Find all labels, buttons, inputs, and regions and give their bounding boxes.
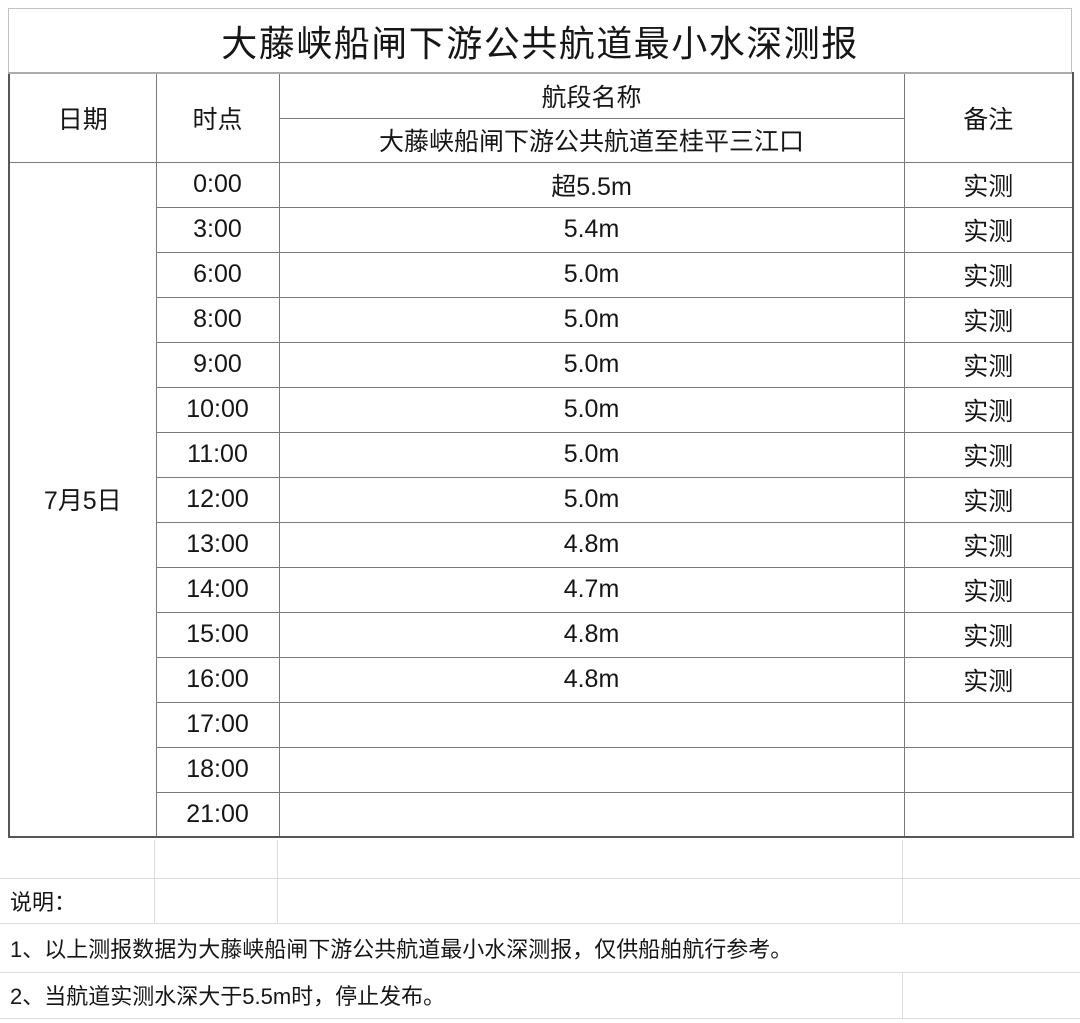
- depth-cell: 5.0m: [278, 251, 905, 298]
- table-row: 13:00 4.8m 实测: [9, 521, 1074, 568]
- depth-cell: 5.0m: [278, 476, 905, 523]
- depth-report-table: 日期 时点 航段名称 备注 大藤峡船闸下游公共航道至桂平三江口 7月5日 0:0…: [8, 72, 1074, 838]
- note-item-1: 1、以上测报数据为大藤峡船闸下游公共航道最小水深测报，仅供船舶航行参考。: [10, 936, 793, 962]
- remark-cell: 实测: [903, 161, 1074, 208]
- time-cell: 18:00: [155, 746, 280, 793]
- time-cell: 6:00: [155, 251, 280, 298]
- depth-cell: 4.8m: [278, 611, 905, 658]
- notes-label: 说明：: [10, 889, 77, 915]
- remark-cell: 实测: [903, 206, 1074, 253]
- segment-route-header: 大藤峡船闸下游公共航道至桂平三江口: [278, 117, 905, 163]
- remark-cell: 实测: [903, 566, 1074, 613]
- depth-cell: 超5.5m: [278, 161, 905, 208]
- column-header-remark: 备注: [903, 72, 1074, 163]
- depth-cell: 5.0m: [278, 296, 905, 343]
- remark-cell: 实测: [903, 611, 1074, 658]
- depth-cell: 4.7m: [278, 566, 905, 613]
- remark-cell: 实测: [903, 521, 1074, 568]
- gridline-horizontal: [0, 923, 1080, 924]
- depth-cell: 4.8m: [278, 521, 905, 568]
- gridline-horizontal: [0, 1018, 1080, 1019]
- gridline-horizontal: [0, 878, 1080, 879]
- time-cell: 13:00: [155, 521, 280, 568]
- gridline-horizontal: [0, 972, 1080, 973]
- depth-cell: 5.4m: [278, 206, 905, 253]
- time-cell: 17:00: [155, 701, 280, 748]
- table-row: 7月5日 0:00 超5.5m 实测: [8, 161, 1074, 838]
- time-cell: 16:00: [155, 656, 280, 703]
- time-cell: 11:00: [155, 431, 280, 478]
- time-cell: 21:00: [155, 791, 280, 838]
- header-row-1: 日期 时点 航段名称 备注: [8, 72, 1074, 163]
- table-row: 10:00 5.0m 实测: [9, 386, 1074, 433]
- remark-cell: 实测: [903, 476, 1074, 523]
- gridline-vertical: [902, 840, 903, 923]
- table-row: 18:00: [9, 746, 1074, 793]
- table-row: 6:00 5.0m 实测: [9, 251, 1074, 298]
- gridline-vertical: [902, 972, 903, 1018]
- time-cell: 8:00: [155, 296, 280, 343]
- time-cell: 12:00: [155, 476, 280, 523]
- depth-cell: 5.0m: [278, 341, 905, 388]
- table-body: 7月5日 0:00 超5.5m 实测 3:00 5.4m 实测 6:00 5.0…: [8, 161, 1074, 838]
- table-row: 21:00: [9, 791, 1074, 838]
- table-row: 3:00 5.4m 实测: [9, 206, 1074, 253]
- remark-cell: [903, 791, 1074, 838]
- table-row: 12:00 5.0m 实测: [9, 476, 1074, 523]
- report-title: 大藤峡船闸下游公共航道最小水深测报: [8, 8, 1072, 72]
- depth-cell: 5.0m: [278, 431, 905, 478]
- depth-cell: 5.0m: [278, 386, 905, 433]
- remark-cell: [903, 746, 1074, 793]
- table-row: 17:00: [9, 701, 1074, 748]
- table-row: 8:00 5.0m 实测: [9, 296, 1074, 343]
- table-row: 9:00 5.0m 实测: [9, 341, 1074, 388]
- time-cell: 9:00: [155, 341, 280, 388]
- column-header-date: 日期: [8, 72, 157, 163]
- remark-cell: 实测: [903, 386, 1074, 433]
- gridline-vertical: [154, 840, 155, 923]
- date-cell: 7月5日: [8, 161, 157, 838]
- time-cell: 15:00: [155, 611, 280, 658]
- depth-cell: [278, 701, 905, 748]
- column-header-time: 时点: [155, 72, 280, 163]
- table-row: 14:00 4.7m 实测: [9, 566, 1074, 613]
- time-cell: 10:00: [155, 386, 280, 433]
- depth-cell: 4.8m: [278, 656, 905, 703]
- remark-cell: 实测: [903, 296, 1074, 343]
- footer-notes-area: 说明： 1、以上测报数据为大藤峡船闸下游公共航道最小水深测报，仅供船舶航行参考。…: [0, 840, 1080, 1023]
- remark-cell: 实测: [903, 341, 1074, 388]
- depth-cell: [278, 746, 905, 793]
- time-cell: 0:00: [155, 161, 280, 208]
- remark-cell: 实测: [903, 251, 1074, 298]
- table-row: 11:00 5.0m 实测: [9, 431, 1074, 478]
- remark-cell: 实测: [903, 431, 1074, 478]
- note-item-2: 2、当航道实测水深大于5.5m时，停止发布。: [10, 984, 446, 1009]
- table-row: 15:00 4.8m 实测: [9, 611, 1074, 658]
- remark-cell: [903, 701, 1074, 748]
- table-row: 16:00 4.8m 实测: [9, 656, 1074, 703]
- depth-cell: [278, 791, 905, 838]
- column-header-segment-group: 航段名称: [278, 72, 905, 119]
- time-cell: 14:00: [155, 566, 280, 613]
- gridline-vertical: [277, 840, 278, 923]
- remark-cell: 实测: [903, 656, 1074, 703]
- table-header: 日期 时点 航段名称 备注 大藤峡船闸下游公共航道至桂平三江口: [8, 72, 1074, 163]
- time-cell: 3:00: [155, 206, 280, 253]
- header-row-2: 大藤峡船闸下游公共航道至桂平三江口: [9, 117, 1073, 163]
